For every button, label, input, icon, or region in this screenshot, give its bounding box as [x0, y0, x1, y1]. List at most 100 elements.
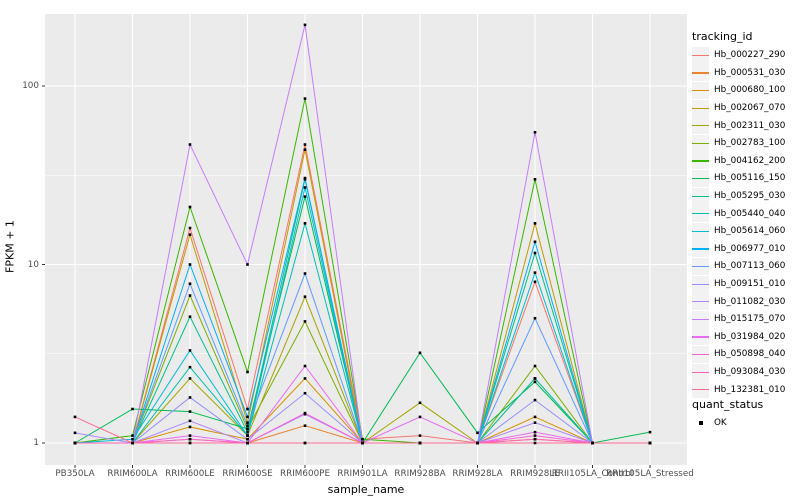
- legend: tracking_id Hb_000227_290 Hb_000531_030 Hb…: [690, 0, 800, 500]
- data-point: [361, 437, 364, 441]
- data-point: [418, 415, 422, 419]
- data-point: [188, 434, 192, 437]
- data-point: [188, 226, 192, 230]
- data-point: [188, 410, 192, 413]
- legend-entry-label: Hb_000227_290: [714, 50, 786, 61]
- legend-entry: Hb_004162_200: [692, 152, 785, 170]
- legend-key: [692, 46, 709, 64]
- legend-entry-label: Hb_009151_010: [714, 279, 786, 290]
- x-tick-label: PB350LA: [55, 469, 95, 479]
- legend-key: [692, 205, 709, 223]
- data-point: [188, 233, 192, 236]
- data-point: [188, 396, 192, 399]
- legend-entry: Hb_002783_100: [692, 134, 786, 153]
- legend-key: [692, 99, 709, 117]
- legend-key-line-icon: [692, 142, 709, 144]
- legend-entry: Hb_002311_030: [692, 117, 785, 135]
- x-tick-label: RRIM600PE: [279, 469, 331, 479]
- data-point: [188, 377, 192, 380]
- data-point: [246, 437, 249, 441]
- legend-key: [692, 381, 709, 399]
- legend-entry-label: Hb_000680_100: [714, 85, 786, 96]
- x-tick-label: RRII105LA_Stressed: [606, 469, 694, 479]
- data-point: [131, 434, 134, 437]
- data-point: [533, 437, 537, 441]
- data-point: [303, 411, 307, 415]
- data-point: [533, 131, 537, 134]
- data-point: [303, 320, 307, 323]
- data-point: [303, 377, 307, 380]
- legend-key-line-icon: [692, 389, 709, 391]
- legend-entry: Hb_005440_040: [692, 205, 785, 223]
- legend-entry: Hb_002067_070: [692, 99, 785, 117]
- legend-entry: Hb_005116_150: [692, 169, 786, 188]
- data-point: [303, 186, 307, 189]
- legend-key-line-icon: [692, 72, 709, 74]
- x-tick-label: RRII105LA_Control: [551, 469, 634, 479]
- legend-key: [692, 328, 709, 346]
- legend-key-line-icon: [692, 353, 709, 356]
- data-point: [533, 280, 537, 284]
- data-point: [533, 377, 537, 380]
- data-point: [188, 205, 192, 209]
- y-axis-title: FPKM + 1: [3, 220, 17, 273]
- data-point: [188, 294, 192, 297]
- legend-key: [692, 257, 709, 275]
- legend-entry: Hb_015175_070: [692, 310, 786, 329]
- data-point: [533, 398, 537, 402]
- data-point: [188, 282, 192, 286]
- legend-entry-label: Hb_005116_150: [714, 173, 786, 184]
- data-point: [533, 415, 537, 419]
- data-point: [533, 430, 537, 434]
- data-point: [188, 425, 192, 429]
- data-point: [303, 364, 307, 368]
- data-point: [246, 427, 249, 431]
- legend-key-line-icon: [692, 213, 709, 215]
- x-tick-label: RRIM600SE: [222, 469, 273, 479]
- data-point: [533, 178, 537, 181]
- legend-entry-label: Hb_002783_100: [714, 138, 786, 149]
- point-marker-icon: [698, 420, 703, 425]
- data-point: [73, 431, 77, 435]
- data-point: [303, 295, 307, 299]
- legend-entry-label: Hb_007113_060: [714, 261, 786, 272]
- legend-key-line-icon: [692, 371, 709, 373]
- legend-entry: Hb_000227_290: [692, 46, 786, 65]
- data-point: [246, 370, 249, 374]
- legend-key: [692, 81, 709, 99]
- legend-key: [692, 293, 709, 311]
- data-point: [303, 143, 307, 146]
- data-point: [246, 263, 249, 266]
- data-point: [533, 271, 537, 274]
- data-point: [303, 176, 307, 180]
- data-point: [303, 222, 307, 225]
- legend-key: [692, 134, 709, 152]
- data-point: [303, 424, 307, 428]
- data-point: [73, 441, 77, 445]
- data-point: [361, 441, 364, 445]
- data-point: [246, 421, 249, 424]
- legend-entry-label: Hb_015175_070: [714, 314, 786, 325]
- data-point: [188, 263, 192, 266]
- legend-entry-label: Hb_005295_030: [714, 191, 786, 202]
- legend-key-line-icon: [692, 160, 709, 162]
- x-tick-label: RRIM928BA: [394, 469, 446, 479]
- data-point: [533, 421, 537, 424]
- legend-key-line-icon: [692, 89, 709, 92]
- data-point: [131, 441, 134, 445]
- x-tick-label: RRIM928LA: [452, 469, 503, 479]
- data-point: [533, 222, 537, 225]
- legend-title-tracking-id: tracking_id: [692, 30, 753, 43]
- legend-entry-label: Hb_002067_070: [714, 103, 786, 114]
- data-point: [418, 434, 422, 437]
- legend-entry: Hb_005295_030: [692, 187, 785, 205]
- legend-entry: Hb_007113_060: [692, 257, 786, 276]
- data-point: [188, 419, 192, 423]
- y-tick-label: 10: [27, 259, 39, 270]
- legend-entry-label: Hb_002311_030: [714, 120, 786, 131]
- data-point: [303, 148, 307, 151]
- legend-entry-label: Hb_004162_200: [714, 155, 786, 166]
- x-axis-title: sample_name: [327, 483, 405, 496]
- data-point: [533, 364, 537, 368]
